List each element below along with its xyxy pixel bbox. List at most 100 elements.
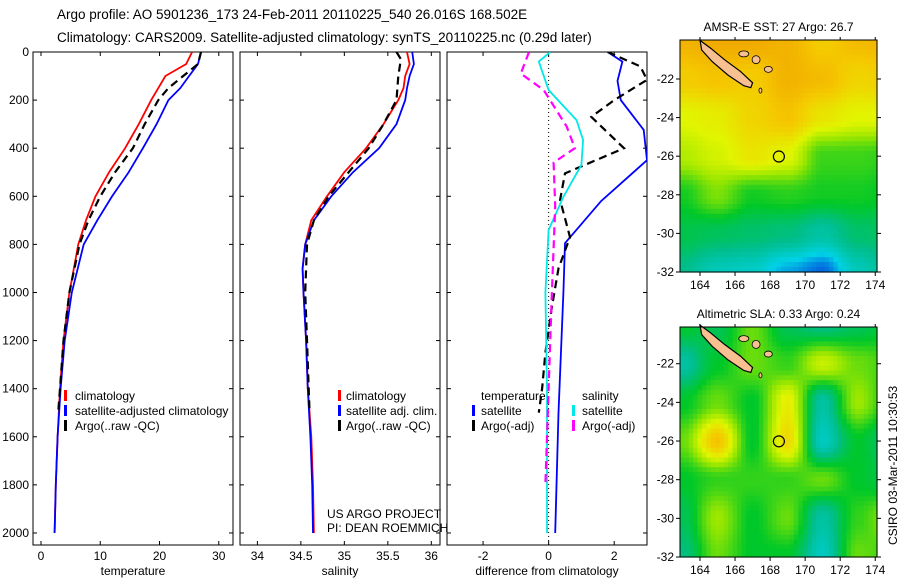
heatmap-cell <box>728 375 734 381</box>
heatmap-cell <box>680 184 685 191</box>
heatmap-cell <box>793 44 799 51</box>
heatmap-cell <box>776 515 782 521</box>
heatmap-cell <box>802 385 808 391</box>
heatmap-cell <box>772 252 777 258</box>
heatmap-cell <box>758 404 764 410</box>
heatmap-cell <box>745 510 751 516</box>
heatmap-cell <box>772 529 777 536</box>
heatmap-cell <box>855 331 861 338</box>
heatmap-cell <box>767 443 773 449</box>
heatmap-cell <box>793 54 799 60</box>
heatmap-cell <box>864 257 869 263</box>
heatmap-cell <box>715 223 721 229</box>
heatmap-cell <box>715 534 721 541</box>
heatmap-cell <box>811 262 817 268</box>
heatmap-cell <box>684 44 690 51</box>
heatmap-cell <box>829 242 834 249</box>
heatmap-cell <box>767 213 773 220</box>
heatmap-cell <box>737 213 742 220</box>
heatmap-cell <box>763 462 769 468</box>
heatmap-cell <box>829 554 834 558</box>
heatmap-cell <box>824 237 830 244</box>
heatmap-cell <box>807 266 813 273</box>
heatmap-cell <box>859 520 865 526</box>
heatmap-cell <box>833 64 839 70</box>
heatmap-cell <box>728 213 734 220</box>
heatmap-cell <box>820 151 826 157</box>
heatmap-cell <box>701 544 707 550</box>
heatmap-cell <box>688 59 694 65</box>
heatmap-cell <box>763 242 769 249</box>
heatmap-cell <box>723 184 729 191</box>
heatmap-cell <box>872 389 878 396</box>
heatmap-cell <box>842 136 848 142</box>
heatmap-cell <box>802 496 808 502</box>
heatmap-cell <box>680 266 685 273</box>
heatmap-cell <box>780 59 786 65</box>
heatmap-cell <box>745 486 751 492</box>
heatmap-cell <box>741 257 747 263</box>
heatmap-cell <box>776 112 782 118</box>
heatmap-cell <box>820 170 826 176</box>
heatmap-cell <box>802 510 808 516</box>
heatmap-cell <box>846 49 852 56</box>
heatmap-cell <box>723 112 729 118</box>
heatmap-cell <box>750 389 756 396</box>
heatmap-cell <box>728 496 734 502</box>
heatmap-cell <box>680 510 685 516</box>
heatmap-cell <box>750 327 756 333</box>
heatmap-cell <box>776 189 782 195</box>
heatmap-cell <box>688 131 694 138</box>
heatmap-cell <box>842 160 848 166</box>
y-tick-label: -32 <box>657 550 675 564</box>
heatmap-cell <box>701 356 707 362</box>
heatmap-cell <box>737 40 742 46</box>
heatmap-cell <box>715 131 721 138</box>
heatmap-cell <box>807 534 813 541</box>
heatmap-cell <box>789 472 795 478</box>
heatmap-cell <box>837 170 843 176</box>
heatmap-cell <box>802 175 808 181</box>
heatmap-cell <box>741 549 747 555</box>
heatmap-cell <box>864 447 869 454</box>
heatmap-cell <box>715 327 721 333</box>
heatmap-cell <box>772 122 777 128</box>
heatmap-cell <box>820 175 826 181</box>
heatmap-cell <box>811 155 817 162</box>
heatmap-cell <box>763 472 769 478</box>
heatmap-cell <box>872 252 878 258</box>
heatmap-cell <box>750 44 756 51</box>
heatmap-cell <box>793 418 799 425</box>
heatmap-cell <box>715 151 721 157</box>
heatmap-cell <box>750 223 756 229</box>
heatmap-cell <box>824 170 830 176</box>
heatmap-cell <box>864 160 869 166</box>
heatmap-cell <box>811 151 817 157</box>
heatmap-cell <box>745 233 751 239</box>
heatmap-cell <box>763 199 769 205</box>
heatmap-cell <box>754 136 760 142</box>
heatmap-cell <box>719 102 725 109</box>
heatmap-cell <box>837 233 843 239</box>
heatmap-cell <box>824 97 830 104</box>
heatmap-cell <box>767 385 773 391</box>
heatmap-cell <box>793 257 799 263</box>
heatmap-cell <box>697 360 703 367</box>
heatmap-cell <box>723 83 729 89</box>
heatmap-cell <box>850 510 856 516</box>
heatmap-cell <box>798 491 804 497</box>
heatmap-cell <box>868 331 874 338</box>
heatmap-cell <box>859 370 865 376</box>
heatmap-cell <box>750 433 756 439</box>
heatmap-cell <box>732 194 738 200</box>
heatmap-cell <box>680 107 685 113</box>
heatmap-cell <box>710 237 716 244</box>
heatmap-cell <box>750 510 756 516</box>
heatmap-cell <box>837 331 843 338</box>
heatmap-cell <box>842 389 848 396</box>
heatmap-cell <box>745 472 751 478</box>
heatmap-cell <box>772 40 777 46</box>
heatmap-cell <box>789 389 795 396</box>
heatmap-cell <box>789 262 795 268</box>
y-tick-label: 0 <box>22 45 29 59</box>
